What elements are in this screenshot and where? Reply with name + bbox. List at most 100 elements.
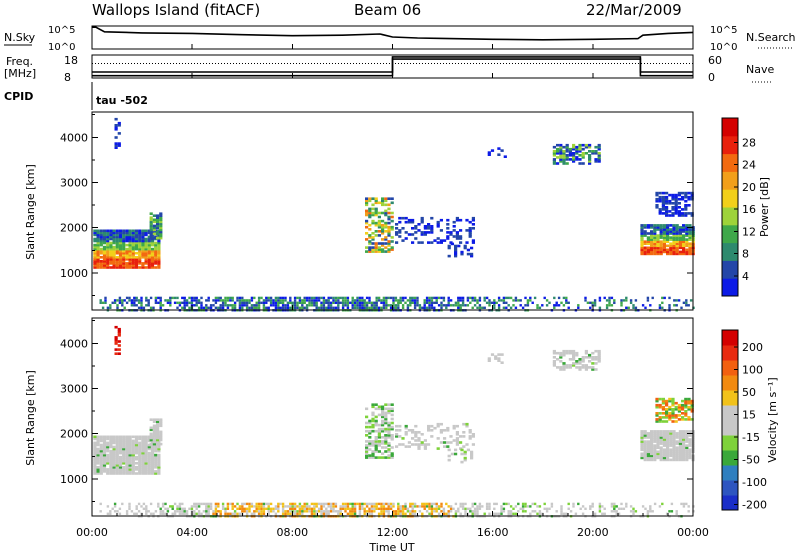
power-cell bbox=[137, 299, 141, 302]
velocity-cell bbox=[406, 507, 410, 510]
velocity-cell bbox=[154, 459, 158, 463]
power-cell bbox=[682, 244, 686, 248]
power-cell bbox=[685, 242, 689, 245]
velocity-cell bbox=[154, 445, 158, 449]
velocity-cell bbox=[106, 512, 110, 515]
power-cell bbox=[253, 304, 256, 307]
velocity-cell bbox=[640, 436, 644, 439]
velocity-cell bbox=[466, 507, 470, 510]
velocity-cell bbox=[149, 428, 153, 432]
velocity-cell bbox=[361, 505, 364, 508]
colorbar-tick-label: -15 bbox=[742, 431, 760, 444]
power-cell bbox=[655, 197, 659, 201]
power-cell bbox=[430, 304, 434, 307]
velocity-cell bbox=[346, 507, 350, 510]
velocity-cell bbox=[521, 502, 525, 506]
velocity-cell bbox=[548, 507, 551, 510]
power-cell bbox=[625, 306, 628, 309]
velocity-cell bbox=[152, 442, 156, 446]
velocity-cell bbox=[556, 358, 560, 361]
velocity-cell bbox=[117, 348, 121, 351]
velocity-cell bbox=[224, 510, 227, 513]
velocity-cell bbox=[141, 453, 145, 457]
power-cell bbox=[661, 301, 664, 304]
velocity-cell bbox=[658, 405, 662, 409]
velocity-cell bbox=[154, 510, 158, 513]
velocity-cell bbox=[109, 455, 113, 459]
power-cell bbox=[459, 296, 462, 300]
velocity-cell bbox=[643, 452, 647, 456]
velocity-cell bbox=[455, 439, 459, 442]
velocity-cell bbox=[368, 502, 371, 506]
power-cell bbox=[122, 266, 126, 269]
power-cell bbox=[96, 245, 100, 249]
power-cell bbox=[655, 193, 659, 197]
velocity-cell bbox=[255, 502, 258, 506]
velocity-cell bbox=[144, 451, 148, 455]
velocity-cell bbox=[102, 449, 107, 453]
velocity-cell bbox=[138, 457, 142, 461]
velocity-cell bbox=[279, 502, 282, 506]
velocity-cell bbox=[656, 438, 660, 441]
velocity-cell bbox=[226, 512, 230, 515]
power-cell bbox=[684, 193, 688, 197]
power-cell bbox=[497, 306, 501, 309]
power-cell bbox=[135, 299, 138, 302]
velocity-cell bbox=[205, 510, 208, 513]
power-cell bbox=[634, 306, 638, 309]
power-cell bbox=[269, 296, 273, 300]
velocity-cell bbox=[195, 507, 198, 510]
power-cell bbox=[140, 296, 143, 300]
velocity-cell bbox=[109, 457, 113, 461]
power-cell bbox=[672, 244, 676, 248]
velocity-cell bbox=[356, 502, 359, 506]
power-cell bbox=[157, 266, 161, 269]
power-cell bbox=[197, 306, 201, 309]
velocity-cell bbox=[122, 445, 126, 449]
velocity-cell bbox=[161, 512, 165, 515]
power-cell bbox=[380, 301, 383, 304]
power-cell bbox=[659, 230, 663, 233]
velocity-cell bbox=[128, 502, 131, 506]
velocity-cell bbox=[687, 399, 691, 403]
power-cell bbox=[685, 226, 689, 229]
power-cell bbox=[673, 304, 676, 307]
power-cell bbox=[197, 301, 201, 304]
velocity-cell bbox=[588, 360, 592, 363]
power-cell bbox=[152, 306, 155, 309]
velocity-cell bbox=[109, 435, 113, 439]
power-cell bbox=[128, 235, 132, 239]
velocity-cell bbox=[411, 512, 414, 515]
power-cell bbox=[269, 304, 273, 307]
power-cell bbox=[112, 266, 116, 269]
power-cell bbox=[646, 299, 650, 302]
power-cell bbox=[656, 242, 660, 245]
velocity-cell bbox=[662, 440, 666, 443]
power-cell bbox=[125, 247, 129, 251]
power-cell bbox=[377, 299, 381, 302]
velocity-cell bbox=[684, 401, 688, 405]
power-cell bbox=[303, 306, 306, 309]
velocity-cell bbox=[650, 448, 654, 451]
power-cell bbox=[409, 296, 412, 300]
velocity-cell bbox=[521, 505, 525, 508]
power-cell bbox=[289, 301, 292, 304]
velocity-cell bbox=[131, 472, 135, 475]
velocity-cell bbox=[656, 440, 660, 443]
power-cell bbox=[115, 239, 119, 243]
velocity-cell bbox=[296, 512, 299, 515]
power-cell bbox=[363, 304, 366, 307]
power-cell bbox=[439, 239, 443, 242]
power-cell bbox=[666, 226, 670, 229]
power-cell bbox=[455, 237, 459, 240]
power-cell bbox=[643, 246, 647, 250]
velocity-cell bbox=[423, 505, 426, 508]
velocity-cell bbox=[632, 507, 635, 510]
velocity-cell bbox=[427, 424, 431, 428]
velocity-cell bbox=[416, 505, 419, 508]
power-cell bbox=[465, 241, 469, 244]
velocity-cell bbox=[649, 505, 652, 508]
power-cell bbox=[308, 296, 311, 300]
velocity-cell bbox=[684, 412, 688, 415]
power-cell bbox=[149, 236, 153, 240]
